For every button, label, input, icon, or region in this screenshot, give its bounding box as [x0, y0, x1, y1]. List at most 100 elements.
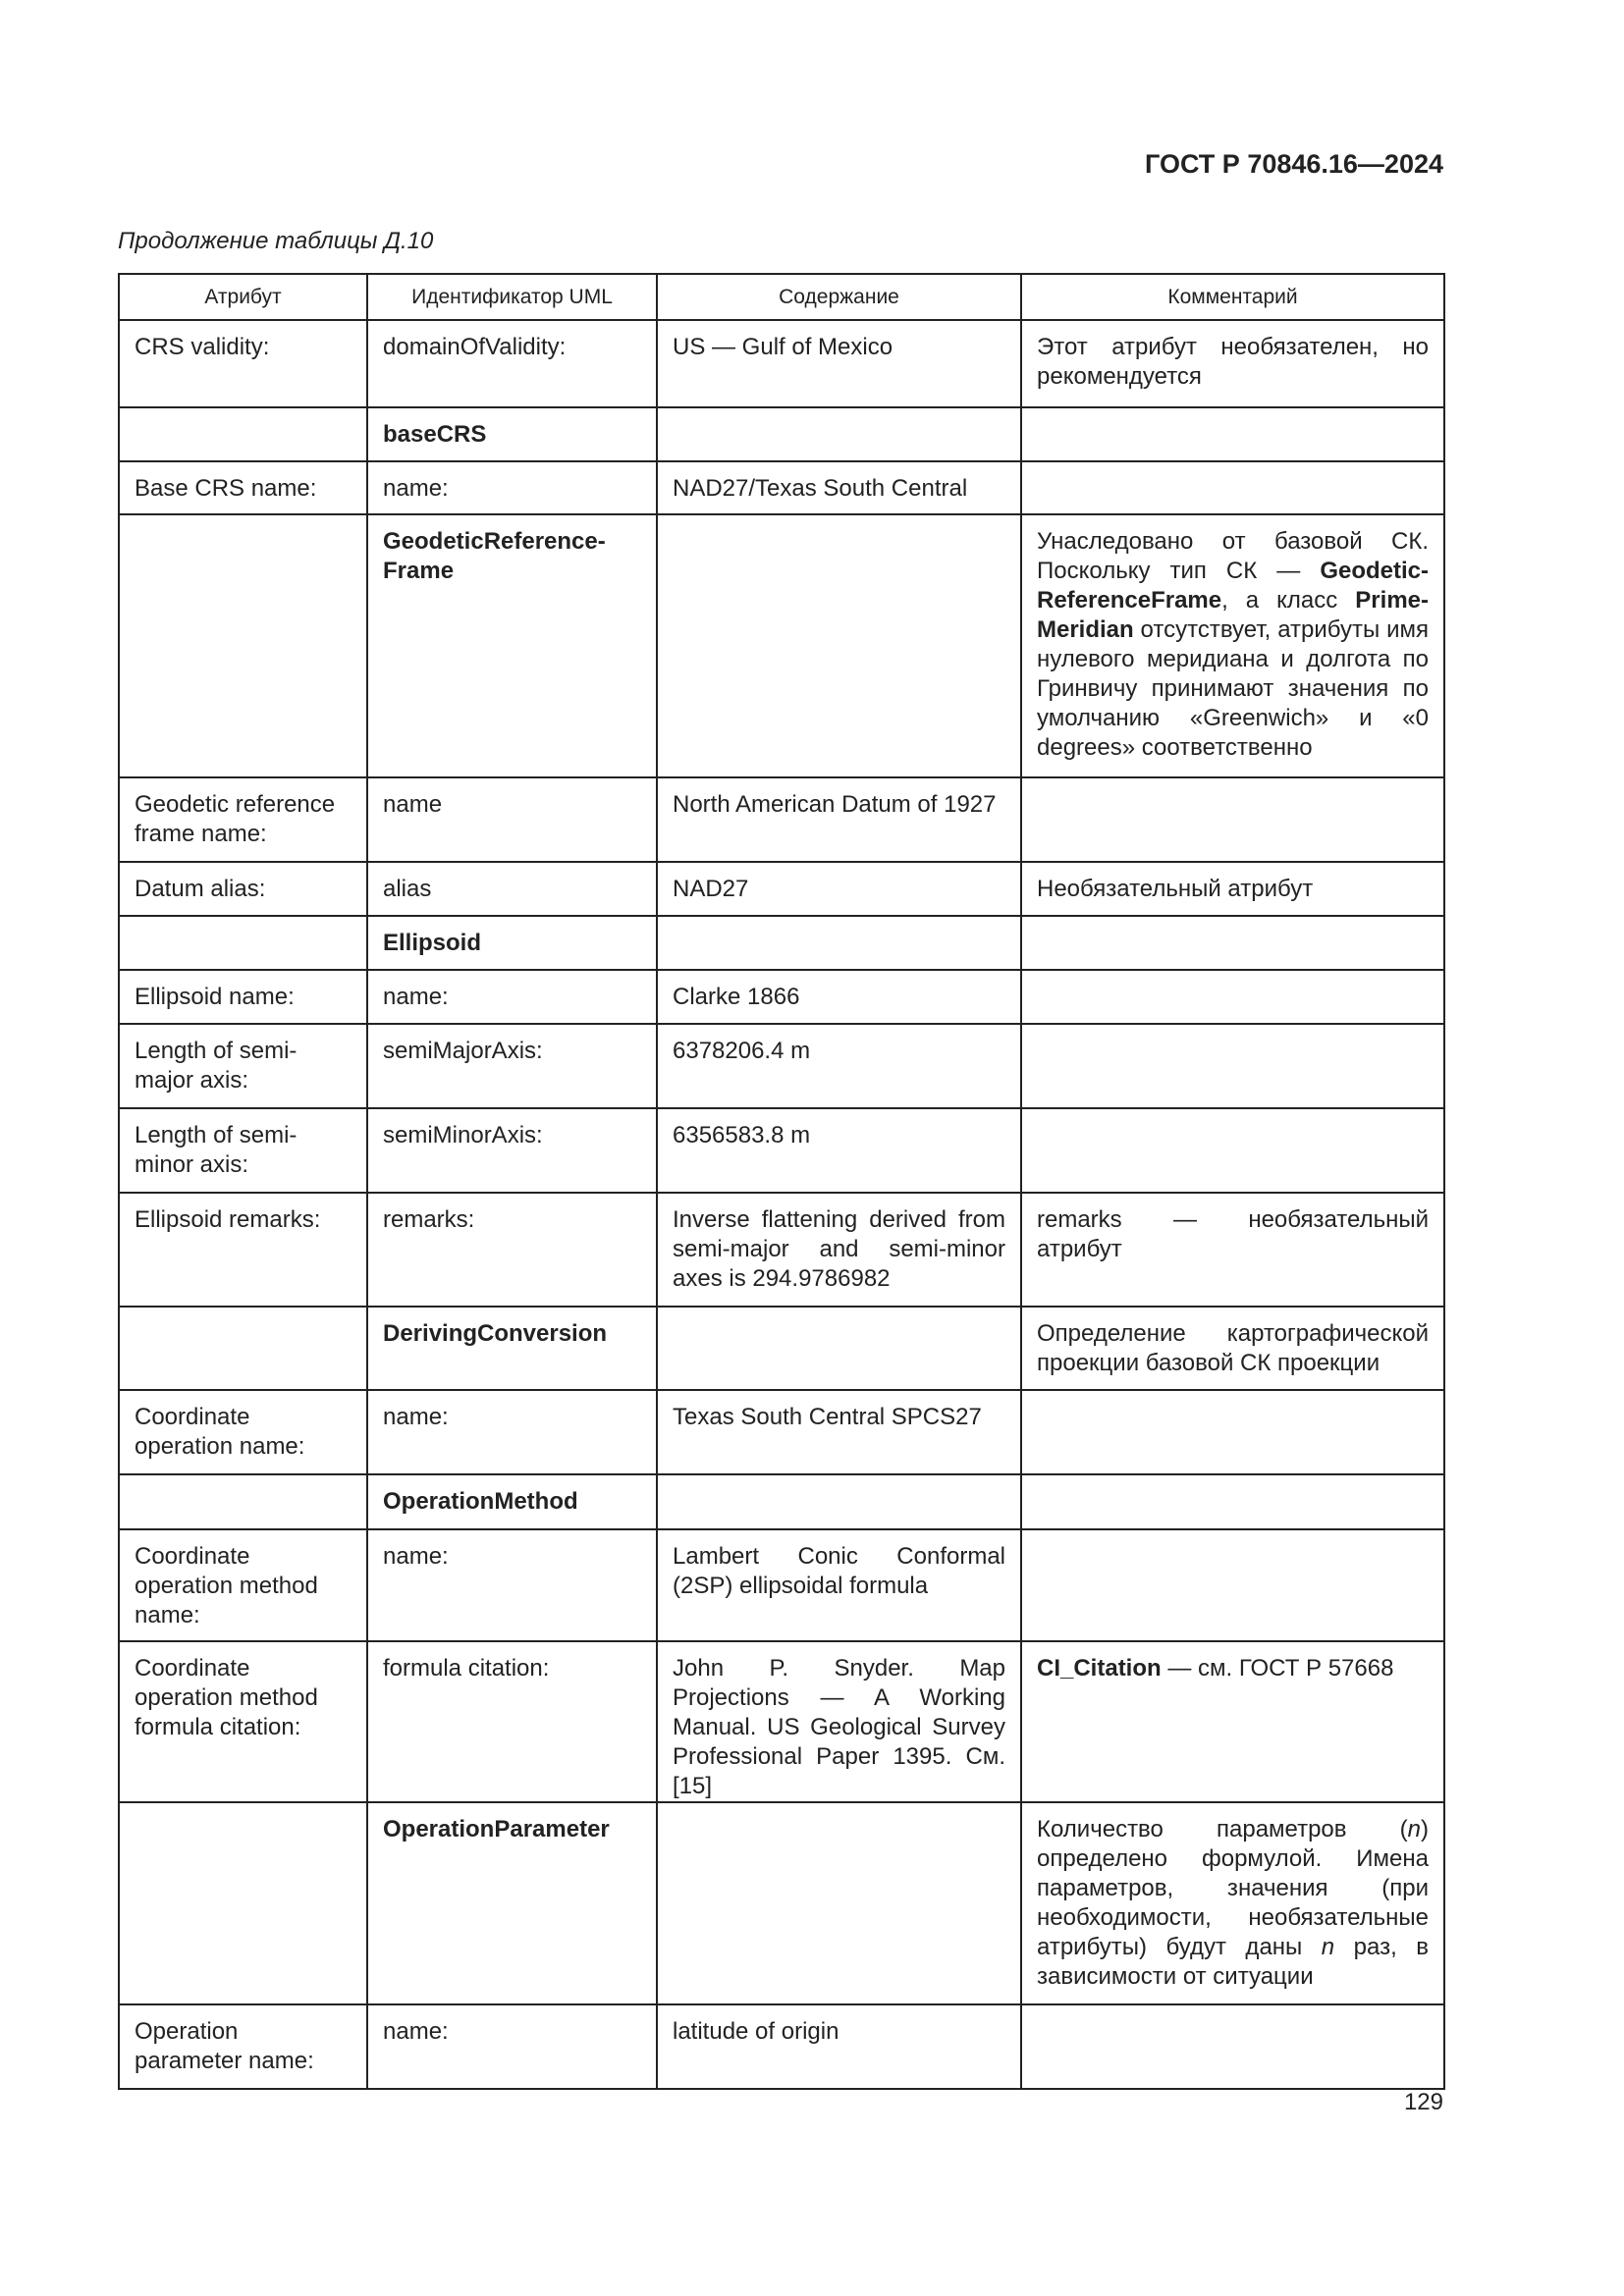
comment-cell: Необязательный атрибут	[1020, 861, 1445, 917]
comment-cell	[1020, 1473, 1445, 1530]
table-row: Ellipsoid remarks: remarks: Inverse flatte…	[118, 1192, 1445, 1308]
cell-text: Geodetic-ReferenceFrame	[1037, 558, 1429, 614]
table-row: Geodetic reference frame name: name North …	[118, 776, 1445, 863]
attribute-cell	[118, 406, 368, 462]
comment-cell: Количество параметров (n) определено фор…	[1020, 1801, 1445, 2005]
attributes-table: Атрибут Идентификатор UML Содержание Ком…	[118, 273, 1445, 2090]
comment-cell	[1020, 406, 1445, 462]
uml-identifier-cell: alias	[366, 861, 658, 917]
standard-designation: ГОСТ Р 70846.16—2024	[1145, 149, 1443, 179]
cell-text: Operation parameter name:	[135, 2018, 314, 2074]
content-cell: NAD27/Texas South Central	[656, 460, 1022, 515]
content-cell	[656, 1473, 1022, 1530]
cell-text: GeodeticReference- Frame	[383, 528, 606, 584]
attribute-cell	[118, 915, 368, 971]
content-cell: Texas South Central SPCS27	[656, 1389, 1022, 1475]
content-cell: Inverse flattening derived from semi-maj…	[656, 1192, 1022, 1308]
uml-identifier-cell: name:	[366, 1389, 658, 1475]
cell-text: NAD27	[673, 876, 749, 902]
table-row: OperationParameter Количество параметров …	[118, 1801, 1445, 2005]
uml-identifier-cell: OperationParameter	[366, 1801, 658, 2005]
attribute-cell: Ellipsoid remarks:	[118, 1192, 368, 1308]
comment-cell: remarks — необязательный атрибут	[1020, 1192, 1445, 1308]
comment-cell: CI_Citation — см. ГОСТ Р 57668	[1020, 1640, 1445, 1803]
comment-cell	[1020, 460, 1445, 515]
comment-cell	[1020, 776, 1445, 863]
table-row: Ellipsoid	[118, 915, 1445, 971]
uml-identifier-cell: semiMinorAxis:	[366, 1107, 658, 1194]
comment-cell	[1020, 1023, 1445, 1109]
cell-text: name:	[383, 475, 449, 502]
cell-text: — см. ГОСТ Р 57668	[1161, 1655, 1394, 1682]
attribute-cell: Geodetic reference frame name:	[118, 776, 368, 863]
table-row: Coordinate operation name: name: Texas Sou…	[118, 1389, 1445, 1475]
cell-text: Ellipsoid	[383, 930, 482, 956]
table-row: OperationMethod	[118, 1473, 1445, 1530]
comment-cell	[1020, 1107, 1445, 1194]
cell-text: Lambert Conic Conformal (2SP) ellipsoida…	[673, 1543, 1005, 1599]
uml-identifier-cell: domainOfValidity:	[366, 319, 658, 408]
page-number: 129	[1403, 2089, 1443, 2115]
uml-identifier-cell: name	[366, 776, 658, 863]
uml-identifier-cell: DerivingConversion	[366, 1306, 658, 1391]
table-row: Coordinate operation method formula cita…	[118, 1640, 1445, 1803]
cell-text: Ellipsoid remarks:	[135, 1206, 321, 1233]
cell-text: Coordinate operation name:	[135, 1404, 305, 1460]
table-row: Coordinate operation method name: name: La…	[118, 1528, 1445, 1642]
comment-cell	[1020, 915, 1445, 971]
cell-text: name:	[383, 2018, 449, 2045]
cell-text: name:	[383, 1543, 449, 1570]
cell-text: Coordinate operation method name:	[135, 1543, 318, 1629]
table-row: Ellipsoid name: name: Clarke 1866	[118, 969, 1445, 1025]
table-row: Base CRS name: name: NAD27/Texas South Cen…	[118, 460, 1445, 515]
cell-text: remarks — необязательный атрибут	[1037, 1206, 1429, 1262]
uml-identifier-cell: Ellipsoid	[366, 915, 658, 971]
cell-text: John P. Snyder. Map Projections — A Work…	[673, 1655, 1005, 1799]
cell-text: baseCRS	[383, 421, 487, 448]
cell-text: раз, в зависимости от ситуации	[1037, 1934, 1430, 1990]
column-header-comment: Комментарий	[1020, 273, 1445, 321]
cell-text: Количество параметров (	[1037, 1816, 1408, 1842]
cell-text: US — Gulf of Mexico	[673, 334, 893, 360]
uml-identifier-cell: semiMajorAxis:	[366, 1023, 658, 1109]
table-row: DerivingConversion Определение картографи…	[118, 1306, 1445, 1391]
cell-text: Length of semi- minor axis:	[135, 1122, 298, 1178]
uml-identifier-cell: OperationMethod	[366, 1473, 658, 1530]
cell-text: Inverse flattening derived from semi-maj…	[673, 1206, 1005, 1292]
table-row: Length of semi- major axis: semiMajorAxis…	[118, 1023, 1445, 1109]
content-cell: US — Gulf of Mexico	[656, 319, 1022, 408]
content-cell: Lambert Conic Conformal (2SP) ellipsoida…	[656, 1528, 1022, 1642]
content-cell	[656, 915, 1022, 971]
cell-text: DerivingConversion	[383, 1320, 608, 1347]
attribute-cell: Operation parameter name:	[118, 2003, 368, 2090]
uml-identifier-cell: name:	[366, 1528, 658, 1642]
attribute-cell: Datum alias:	[118, 861, 368, 917]
cell-text: , а класс	[1221, 587, 1356, 614]
cell-text: Datum alias:	[135, 876, 266, 902]
comment-cell	[1020, 969, 1445, 1025]
column-header-content: Содержание	[656, 273, 1022, 321]
content-cell: NAD27	[656, 861, 1022, 917]
cell-text: Texas South Central SPCS27	[673, 1404, 982, 1430]
cell-text: отсутствует, атрибуты имя нулевого мерид…	[1037, 616, 1429, 761]
cell-text: 6356583.8 m	[673, 1122, 811, 1148]
cell-text: semiMinorAxis:	[383, 1122, 543, 1148]
cell-text: alias	[383, 876, 432, 902]
attribute-cell: Length of semi- minor axis:	[118, 1107, 368, 1194]
attribute-cell	[118, 1473, 368, 1530]
uml-identifier-cell: name:	[366, 460, 658, 515]
cell-text: Base CRS name:	[135, 475, 317, 502]
attribute-cell: Base CRS name:	[118, 460, 368, 515]
table-row: Operation parameter name: name: latitude o…	[118, 2003, 1445, 2090]
cell-text: Geodetic reference frame name:	[135, 791, 336, 847]
cell-text: OperationParameter	[383, 1816, 610, 1842]
cell-text: NAD27/Texas South Central	[673, 475, 968, 502]
attribute-cell: Coordinate operation method formula cita…	[118, 1640, 368, 1803]
column-header-attribute: Атрибут	[118, 273, 368, 321]
cell-text: Length of semi- major axis:	[135, 1038, 298, 1094]
cell-text: CI_Citation	[1037, 1655, 1162, 1682]
cell-text: name:	[383, 1404, 449, 1430]
content-cell: Clarke 1866	[656, 969, 1022, 1025]
cell-text: North American Datum of 1927	[673, 791, 997, 818]
comment-cell: Этот атрибут необязателен, но рекомендуе…	[1020, 319, 1445, 408]
